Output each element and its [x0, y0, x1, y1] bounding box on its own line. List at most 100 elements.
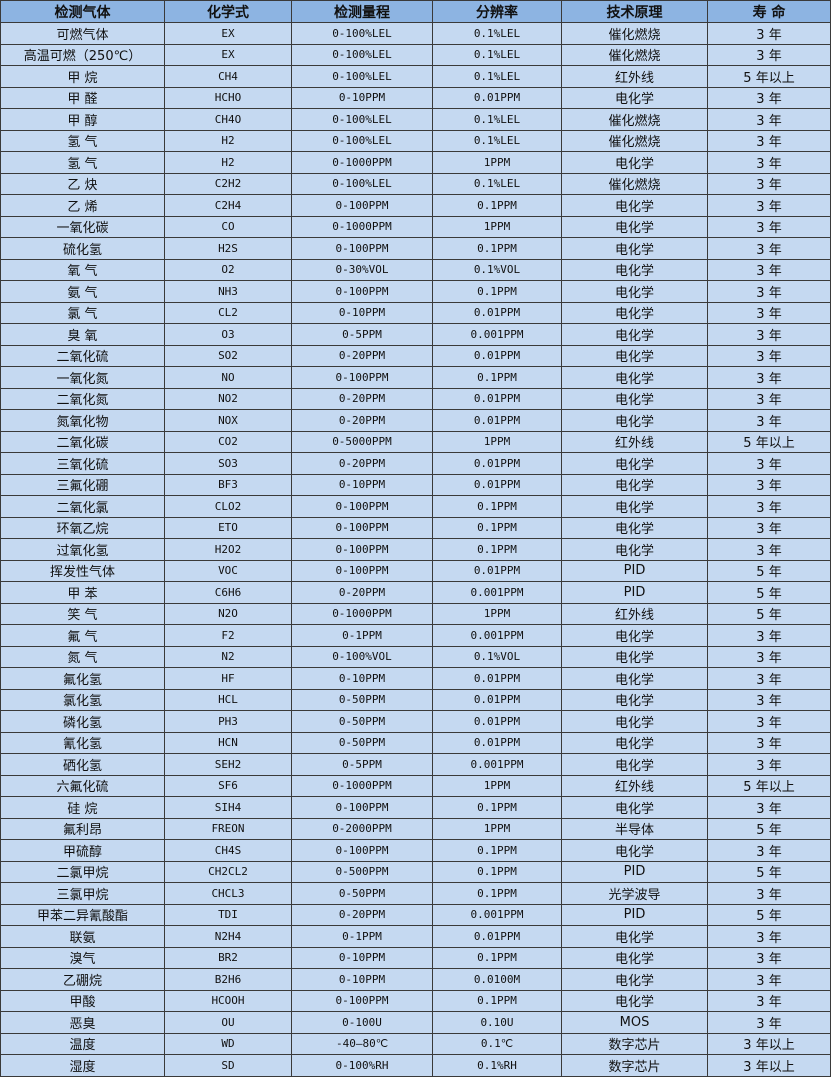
cell-gas: 三氧化硫	[0, 452, 165, 475]
cell-lifespan: 5 年以上	[707, 65, 831, 88]
cell-principle: 催化燃烧	[561, 129, 708, 152]
cell-resolution: 0.1PPM	[432, 839, 562, 862]
cell-principle: 红外线	[561, 774, 708, 797]
cell-lifespan: 3 年	[707, 215, 831, 238]
cell-formula: B2H6	[164, 968, 292, 991]
header-row: 检测气体 化学式 检测量程 分辨率 技术原理寿 命	[0, 0, 831, 23]
table-row: 氮 气 N2 0-100%VOL 0.1%VOL 电化学 3 年	[0, 645, 831, 668]
cell-formula: CLO2	[164, 495, 292, 518]
cell-resolution: 1PPM	[432, 430, 562, 453]
cell-gas: 氨 气	[0, 280, 165, 303]
cell-formula: HCHO	[164, 86, 292, 109]
cell-principle: 电化学	[561, 344, 708, 367]
cell-range: 0-10PPM	[291, 86, 433, 109]
cell-lifespan: 3 年	[707, 839, 831, 862]
cell-resolution: 0.001PPM	[432, 624, 562, 647]
cell-resolution: 0.001PPM	[432, 903, 562, 926]
cell-gas: 甲 苯	[0, 581, 165, 604]
cell-principle: 红外线	[561, 65, 708, 88]
column-header-formula: 化学式	[164, 0, 292, 23]
cell-resolution: 0.1PPM	[432, 280, 562, 303]
cell-formula: SO2	[164, 344, 292, 367]
cell-lifespan: 3 年	[707, 409, 831, 432]
cell-gas: 氯 气	[0, 301, 165, 324]
cell-range: 0-100%LEL	[291, 172, 433, 195]
cell-principle: 电化学	[561, 688, 708, 711]
cell-gas: 氟 气	[0, 624, 165, 647]
cell-range: 0-100%LEL	[291, 43, 433, 66]
cell-lifespan: 3 年	[707, 86, 831, 109]
table-row: 甲 苯 C6H6 0-20PPM 0.001PPM PID 5 年	[0, 581, 831, 604]
cell-gas: 磷化氢	[0, 710, 165, 733]
cell-range: 0-100%VOL	[291, 645, 433, 668]
cell-principle: MOS	[561, 1011, 708, 1034]
cell-lifespan: 3 年	[707, 753, 831, 776]
cell-principle: 电化学	[561, 452, 708, 475]
cell-formula: EX	[164, 43, 292, 66]
cell-gas: 氰化氢	[0, 731, 165, 754]
table-row: 温度 WD -40—80℃ 0.1℃ 数字芯片 3 年以上	[0, 1032, 831, 1055]
table-row: 六氟化硫 SF6 0-1000PPM 1PPM 红外线 5 年以上	[0, 774, 831, 797]
cell-formula: F2	[164, 624, 292, 647]
cell-principle: 电化学	[561, 667, 708, 690]
cell-resolution: 0.01PPM	[432, 473, 562, 496]
cell-formula: HCL	[164, 688, 292, 711]
cell-resolution: 1PPM	[432, 215, 562, 238]
cell-lifespan: 3 年	[707, 452, 831, 475]
cell-range: 0-5PPM	[291, 323, 433, 346]
cell-resolution: 0.1℃	[432, 1032, 562, 1055]
table-row: 氟 气 F2 0-1PPM 0.001PPM 电化学 3 年	[0, 624, 831, 647]
cell-range: 0-1000PPM	[291, 602, 433, 625]
cell-formula: TDI	[164, 903, 292, 926]
cell-formula: PH3	[164, 710, 292, 733]
table-row: 一氧化碳 CO 0-1000PPM 1PPM 电化学 3 年	[0, 215, 831, 238]
cell-range: 0-30%VOL	[291, 258, 433, 281]
cell-gas: 氢 气	[0, 129, 165, 152]
cell-formula: SO3	[164, 452, 292, 475]
cell-lifespan: 3 年	[707, 129, 831, 152]
table-row: 过氧化氢 H2O2 0-100PPM 0.1PPM 电化学 3 年	[0, 538, 831, 561]
cell-range: 0-100%LEL	[291, 65, 433, 88]
cell-gas: 氧 气	[0, 258, 165, 281]
cell-principle: 电化学	[561, 473, 708, 496]
cell-range: 0-100PPM	[291, 839, 433, 862]
cell-gas: 氟利昂	[0, 817, 165, 840]
cell-principle: 电化学	[561, 925, 708, 948]
cell-range: 0-100PPM	[291, 989, 433, 1012]
cell-resolution: 0.1%VOL	[432, 258, 562, 281]
table-row: 三氯甲烷 CHCL3 0-50PPM 0.1PPM 光学波导 3 年	[0, 882, 831, 905]
cell-range: 0-100PPM	[291, 366, 433, 389]
table-row: 甲酸 HCOOH 0-100PPM 0.1PPM 电化学 3 年	[0, 989, 831, 1012]
cell-lifespan: 3 年	[707, 366, 831, 389]
cell-range: -40—80℃	[291, 1032, 433, 1055]
table-row: 氢 气 H2 0-1000PPM 1PPM 电化学 3 年	[0, 151, 831, 174]
cell-lifespan: 5 年	[707, 602, 831, 625]
cell-gas: 二氯甲烷	[0, 860, 165, 883]
cell-resolution: 0.1PPM	[432, 194, 562, 217]
cell-gas: 环氧乙烷	[0, 516, 165, 539]
cell-formula: H2O2	[164, 538, 292, 561]
cell-gas: 溴气	[0, 946, 165, 969]
column-header-gas: 检测气体	[0, 0, 165, 23]
table-row: 二氧化氯 CLO2 0-100PPM 0.1PPM 电化学 3 年	[0, 495, 831, 518]
cell-gas: 联氨	[0, 925, 165, 948]
cell-formula: H2S	[164, 237, 292, 260]
cell-gas: 二氧化氮	[0, 387, 165, 410]
cell-principle: 电化学	[561, 796, 708, 819]
cell-principle: 电化学	[561, 409, 708, 432]
cell-resolution: 0.1%LEL	[432, 65, 562, 88]
cell-principle: 催化燃烧	[561, 172, 708, 195]
cell-resolution: 1PPM	[432, 817, 562, 840]
cell-resolution: 0.01PPM	[432, 667, 562, 690]
cell-formula: N2H4	[164, 925, 292, 948]
cell-gas: 臭 氧	[0, 323, 165, 346]
cell-formula: O2	[164, 258, 292, 281]
cell-formula: OU	[164, 1011, 292, 1034]
cell-range: 0-50PPM	[291, 731, 433, 754]
cell-lifespan: 3 年	[707, 688, 831, 711]
table-row: 磷化氢 PH3 0-50PPM 0.01PPM 电化学 3 年	[0, 710, 831, 733]
cell-principle: PID	[561, 559, 708, 582]
cell-principle: 电化学	[561, 366, 708, 389]
cell-formula: ETO	[164, 516, 292, 539]
cell-principle: 电化学	[561, 968, 708, 991]
